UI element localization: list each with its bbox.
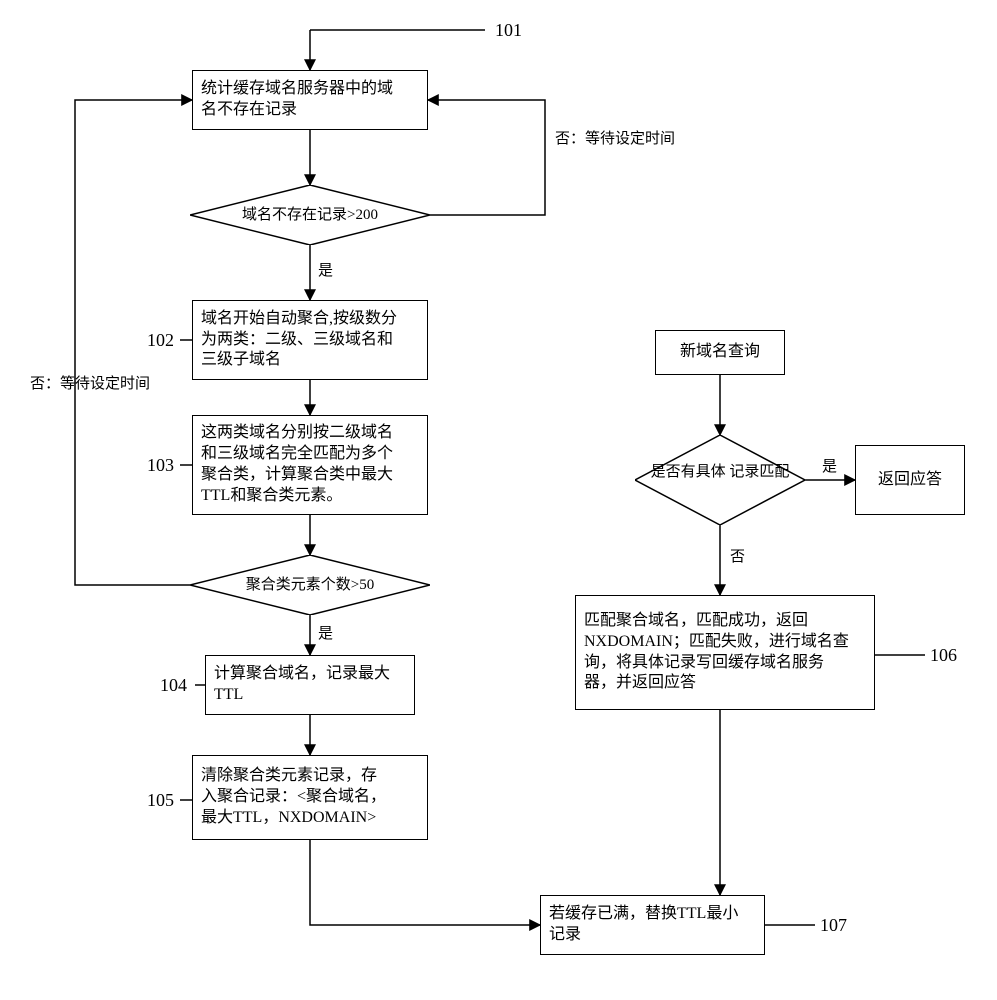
node-106: 匹配聚合域名，匹配成功，返回 NXDOMAIN；匹配失败，进行域名查 询，将具体… xyxy=(575,595,875,710)
label-dq-yes: 是 xyxy=(822,458,837,476)
decision-has-record-text: 是否有具体 记录匹配 xyxy=(635,463,805,481)
label-d2-no: 否：等待设定时间 xyxy=(30,375,150,393)
node-103: 这两类域名分别按二级域名 和三级域名完全匹配为多个 聚合类，计算聚合类中最大 T… xyxy=(192,415,428,515)
node-103-text: 这两类域名分别按二级域名 和三级域名完全匹配为多个 聚合类，计算聚合类中最大 T… xyxy=(201,423,393,506)
node-return-response-text: 返回应答 xyxy=(878,470,942,491)
node-102-text: 域名开始自动聚合,按级数分 为两类：二级、三级域名和 三级子域名 xyxy=(201,309,397,371)
decision-records-200: 域名不存在记录>200 xyxy=(190,185,430,245)
decision-records-200-text: 域名不存在记录>200 xyxy=(190,206,430,224)
node-101-text: 统计缓存域名服务器中的域 名不存在记录 xyxy=(201,79,393,121)
node-106-text: 匹配聚合域名，匹配成功，返回 NXDOMAIN；匹配失败，进行域名查 询，将具体… xyxy=(584,611,849,694)
node-105: 清除聚合类元素记录，存 入聚合记录：<聚合域名， 最大TTL，NXDOMAIN> xyxy=(192,755,428,840)
decision-has-record: 是否有具体 记录匹配 xyxy=(635,435,805,525)
id-105: 105 xyxy=(147,790,174,811)
node-107: 若缓存已满，替换TTL最小 记录 xyxy=(540,895,765,955)
node-return-response: 返回应答 xyxy=(855,445,965,515)
decision-elements-50-text: 聚合类元素个数>50 xyxy=(190,576,430,594)
label-dq-no: 否 xyxy=(730,548,745,566)
id-104: 104 xyxy=(160,675,187,696)
node-new-query: 新域名查询 xyxy=(655,330,785,375)
node-new-query-text: 新域名查询 xyxy=(680,342,760,363)
id-103: 103 xyxy=(147,455,174,476)
id-102: 102 xyxy=(147,330,174,351)
node-102: 域名开始自动聚合,按级数分 为两类：二级、三级域名和 三级子域名 xyxy=(192,300,428,380)
label-d1-no: 否：等待设定时间 xyxy=(555,130,675,148)
id-101: 101 xyxy=(495,20,522,41)
label-d1-yes: 是 xyxy=(318,262,333,280)
label-d2-yes: 是 xyxy=(318,625,333,643)
node-107-text: 若缓存已满，替换TTL最小 记录 xyxy=(549,904,738,946)
node-105-text: 清除聚合类元素记录，存 入聚合记录：<聚合域名， 最大TTL，NXDOMAIN> xyxy=(201,766,386,828)
node-104-text: 计算聚合域名，记录最大 TTL xyxy=(214,664,390,706)
node-104: 计算聚合域名，记录最大 TTL xyxy=(205,655,415,715)
id-ticks xyxy=(0,0,997,1000)
connectors xyxy=(0,0,997,1000)
flowchart-canvas: 统计缓存域名服务器中的域 名不存在记录 域名不存在记录>200 域名开始自动聚合… xyxy=(0,0,997,1000)
node-101: 统计缓存域名服务器中的域 名不存在记录 xyxy=(192,70,428,130)
id-107: 107 xyxy=(820,915,847,936)
id-106: 106 xyxy=(930,645,957,666)
decision-elements-50: 聚合类元素个数>50 xyxy=(190,555,430,615)
